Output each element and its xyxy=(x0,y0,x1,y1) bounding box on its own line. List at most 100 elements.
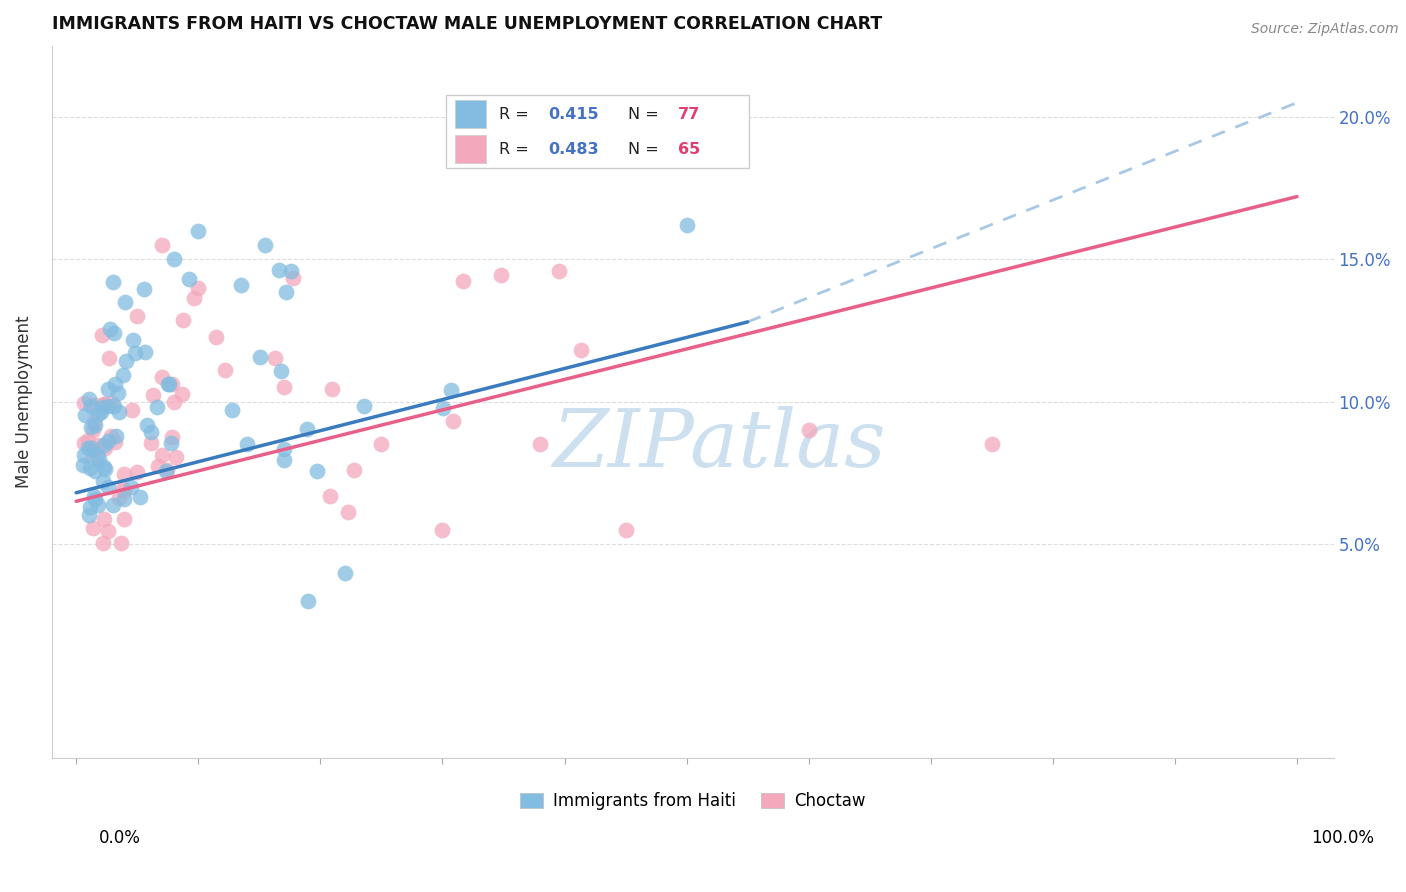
Point xyxy=(104,377,127,392)
Point xyxy=(97,399,120,413)
Point xyxy=(82,521,104,535)
Point xyxy=(146,400,169,414)
Point xyxy=(614,523,637,537)
Point xyxy=(155,465,177,479)
FancyBboxPatch shape xyxy=(446,95,749,168)
Point xyxy=(111,368,134,382)
Point xyxy=(87,407,110,421)
Point xyxy=(295,421,318,435)
Y-axis label: Male Unemployment: Male Unemployment xyxy=(15,316,32,488)
Point xyxy=(124,345,146,359)
Point xyxy=(129,490,152,504)
Point xyxy=(142,388,165,402)
Point xyxy=(93,438,115,452)
Text: N =: N = xyxy=(628,107,665,121)
Point xyxy=(489,268,512,282)
Point xyxy=(100,322,122,336)
Point xyxy=(135,418,157,433)
Point xyxy=(120,480,142,494)
Point xyxy=(112,491,135,506)
Point xyxy=(187,224,209,238)
Point xyxy=(101,396,124,410)
Point xyxy=(254,238,277,252)
Point xyxy=(273,380,295,394)
Point xyxy=(159,376,181,391)
Point xyxy=(103,326,125,341)
Point xyxy=(97,382,120,396)
Bar xyxy=(456,136,486,162)
Point xyxy=(114,295,136,310)
Point xyxy=(125,465,148,479)
Point xyxy=(121,403,143,417)
Point xyxy=(101,498,124,512)
Point xyxy=(73,408,96,422)
Point xyxy=(177,271,200,285)
Point xyxy=(77,392,100,407)
Point xyxy=(90,405,112,419)
Text: 65: 65 xyxy=(678,142,700,156)
Point xyxy=(172,313,194,327)
Point xyxy=(269,263,291,277)
Point xyxy=(187,281,209,295)
Point xyxy=(205,330,228,344)
Point xyxy=(100,428,122,442)
Point xyxy=(150,238,173,252)
Point xyxy=(134,344,156,359)
Point xyxy=(112,512,135,526)
Point xyxy=(441,414,464,428)
Point xyxy=(79,461,101,475)
Point xyxy=(112,483,135,498)
Point xyxy=(980,437,1002,451)
Point xyxy=(264,351,287,365)
Point xyxy=(283,270,305,285)
Point xyxy=(101,275,124,289)
Point xyxy=(93,512,115,526)
Point xyxy=(160,430,183,444)
Point xyxy=(80,399,103,413)
Point xyxy=(82,451,104,466)
Point xyxy=(163,394,186,409)
Point xyxy=(221,403,243,417)
Point xyxy=(112,483,135,497)
Text: 77: 77 xyxy=(678,107,700,121)
Point xyxy=(160,436,183,450)
Point xyxy=(93,462,115,476)
Point xyxy=(139,435,162,450)
Point xyxy=(451,274,474,288)
Point xyxy=(148,459,170,474)
Point xyxy=(231,277,253,292)
Point xyxy=(432,523,454,537)
Point xyxy=(108,405,131,419)
Point xyxy=(214,363,236,377)
Point xyxy=(797,423,820,437)
Point xyxy=(370,437,392,451)
Point xyxy=(165,450,187,464)
Point xyxy=(321,382,343,396)
Point xyxy=(160,376,183,391)
Point xyxy=(91,536,114,550)
Point xyxy=(77,508,100,522)
Point xyxy=(115,354,138,368)
Point xyxy=(297,594,319,608)
Point xyxy=(97,480,120,494)
Point xyxy=(273,453,295,467)
Point xyxy=(90,401,112,415)
Point xyxy=(276,285,298,299)
Text: 100.0%: 100.0% xyxy=(1312,829,1374,847)
Point xyxy=(79,500,101,514)
Point xyxy=(440,383,463,397)
Point xyxy=(336,505,359,519)
Point xyxy=(127,310,149,324)
Point xyxy=(319,489,342,503)
Text: 0.0%: 0.0% xyxy=(98,829,141,847)
Point xyxy=(93,459,115,474)
Point xyxy=(172,387,194,401)
Point xyxy=(86,448,108,462)
Point xyxy=(270,364,292,378)
Point xyxy=(77,442,100,456)
Point xyxy=(152,370,174,384)
Point xyxy=(83,442,105,456)
Point xyxy=(547,264,569,278)
Point xyxy=(83,417,105,432)
Text: R =: R = xyxy=(499,142,533,156)
